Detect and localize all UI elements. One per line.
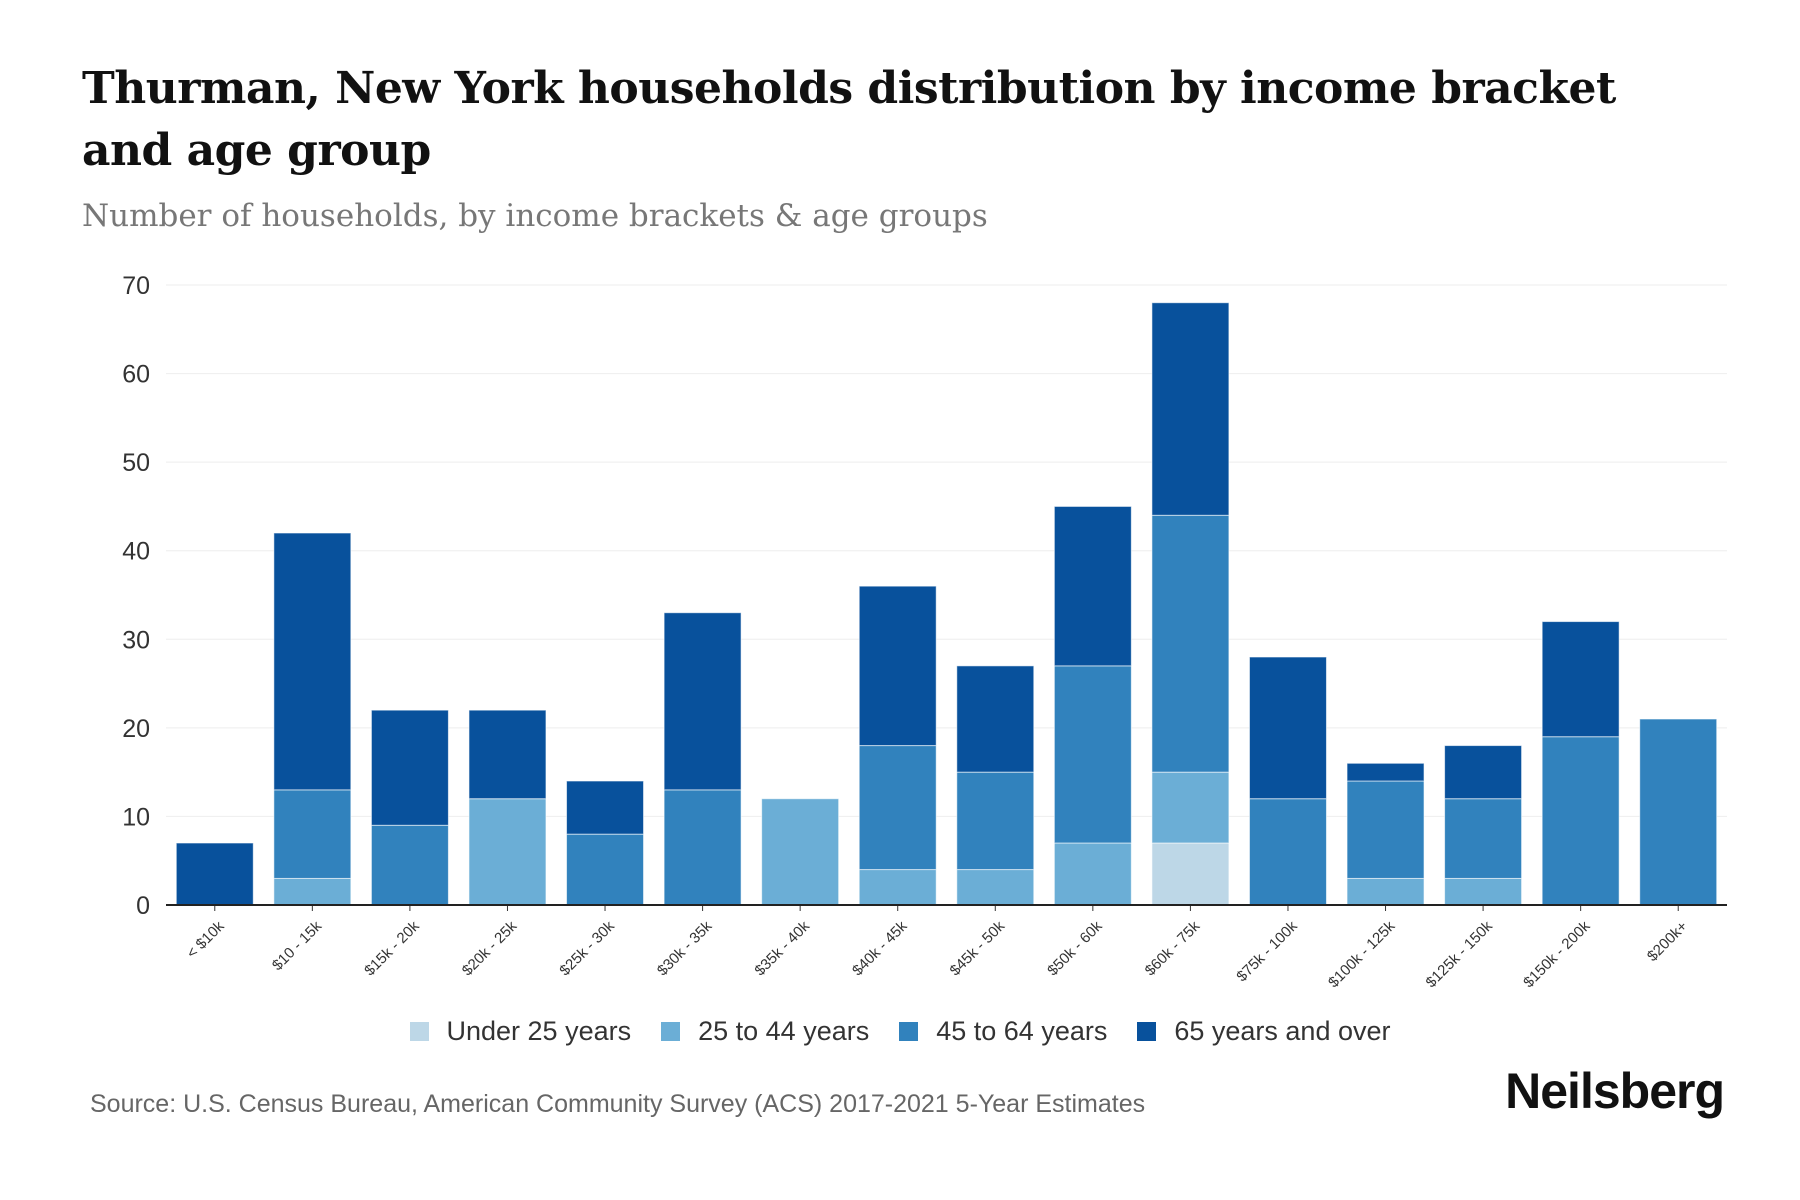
legend-label: Under 25 years [446, 1016, 632, 1046]
bar-segment [956, 869, 1035, 906]
bar-segment [858, 869, 937, 906]
legend-item: 45 to 64 years [899, 1016, 1107, 1047]
chart-title: Thurman, New York households distributio… [82, 63, 1616, 176]
y-tick-label: 50 [122, 449, 150, 477]
x-tick-label: $15k - 20k [361, 917, 423, 979]
bar-segment [468, 798, 547, 906]
bar-segment [1151, 514, 1230, 773]
bar-segment [1053, 842, 1132, 906]
x-tick-label: $75k - 100k [1233, 917, 1301, 985]
stacked-bar-chart: 0 10 20 30 40 50 60 70 < $10k $10 - 15k $15k - 20k… [122, 272, 1727, 991]
x-tick-label: $10 - 15k [269, 917, 326, 974]
y-tick-label: 60 [122, 361, 150, 389]
bar-segment [1053, 505, 1132, 667]
x-tick-label: $30k - 35k [654, 917, 716, 979]
bar-segment [273, 789, 352, 879]
bar-segment [1444, 745, 1523, 800]
bar-segment [1444, 877, 1523, 906]
bar-segment [956, 771, 1035, 871]
chart-subtitle: Number of households, by income brackets… [82, 198, 988, 234]
neilsberg-logo: Neilsberg [1505, 1063, 1725, 1119]
legend: Under 25 years 25 to 44 years 45 to 64 yea… [0, 1016, 1800, 1047]
y-tick-label: 70 [122, 272, 150, 300]
bar-segment [761, 798, 840, 906]
bar-segment [1444, 798, 1523, 879]
legend-swatch [409, 1022, 429, 1041]
x-tick-label: $50k - 60k [1044, 917, 1106, 979]
bar-segment [1346, 780, 1425, 879]
x-tick-label: $40k - 45k [849, 917, 911, 979]
legend-item: Under 25 years [409, 1016, 632, 1047]
x-tick-label: $20k - 25k [459, 917, 521, 979]
bar-segment [1248, 798, 1327, 906]
x-tick-label: $200k+ [1644, 918, 1691, 965]
y-tick-label: 10 [122, 803, 150, 831]
bar-segment [1639, 718, 1718, 906]
y-tick-label: 0 [136, 892, 150, 920]
x-tick-label: $35k - 40k [751, 917, 813, 979]
x-tick-label: $150k - 200k [1520, 917, 1594, 991]
bar-segment [1151, 842, 1230, 906]
legend-item: 25 to 44 years [661, 1016, 869, 1047]
bar-segment [1541, 736, 1620, 906]
bar-segment [1151, 771, 1230, 844]
bar-segment [858, 745, 937, 871]
legend-label: 45 to 64 years [936, 1016, 1108, 1046]
legend-swatch [661, 1022, 681, 1041]
bar-segment [370, 824, 449, 906]
y-tick-label: 20 [122, 715, 150, 743]
bar-segment [566, 833, 645, 906]
bar-segment [858, 585, 937, 747]
legend-item: 65 years and over [1137, 1016, 1391, 1047]
bar-segment [1151, 302, 1230, 516]
bar-segment [273, 532, 352, 791]
bar-segment [1541, 621, 1620, 738]
x-tick-label: $60k - 75k [1142, 917, 1204, 979]
bar-segment [956, 665, 1035, 773]
y-tick-label: 30 [122, 626, 150, 654]
legend-swatch [899, 1022, 919, 1041]
legend-label: 65 years and over [1174, 1016, 1391, 1046]
bar-segment [370, 709, 449, 826]
bar-segment [1248, 656, 1327, 800]
legend-label: 25 to 44 years [698, 1016, 870, 1046]
bar-segment [566, 780, 645, 835]
bar-segment [1346, 877, 1425, 906]
bar-segment [663, 789, 742, 906]
x-tick-label: $125k - 150k [1423, 917, 1497, 991]
y-tick-label: 40 [122, 538, 150, 566]
bar-segment [1346, 762, 1425, 782]
bar-segment [1053, 665, 1132, 844]
legend-swatch [1137, 1022, 1157, 1041]
x-tick-label: < $10k [183, 917, 228, 962]
bar-segment [663, 612, 742, 791]
x-tick-label: $100k - 125k [1325, 917, 1399, 991]
x-tick-label: $45k - 50k [947, 917, 1009, 979]
bar-segment [468, 709, 547, 800]
source-note: Source: U.S. Census Bureau, American Com… [90, 1090, 1146, 1118]
bar-segment [273, 877, 352, 906]
bar-segment [175, 842, 254, 906]
x-tick-label: $25k - 30k [556, 917, 618, 979]
